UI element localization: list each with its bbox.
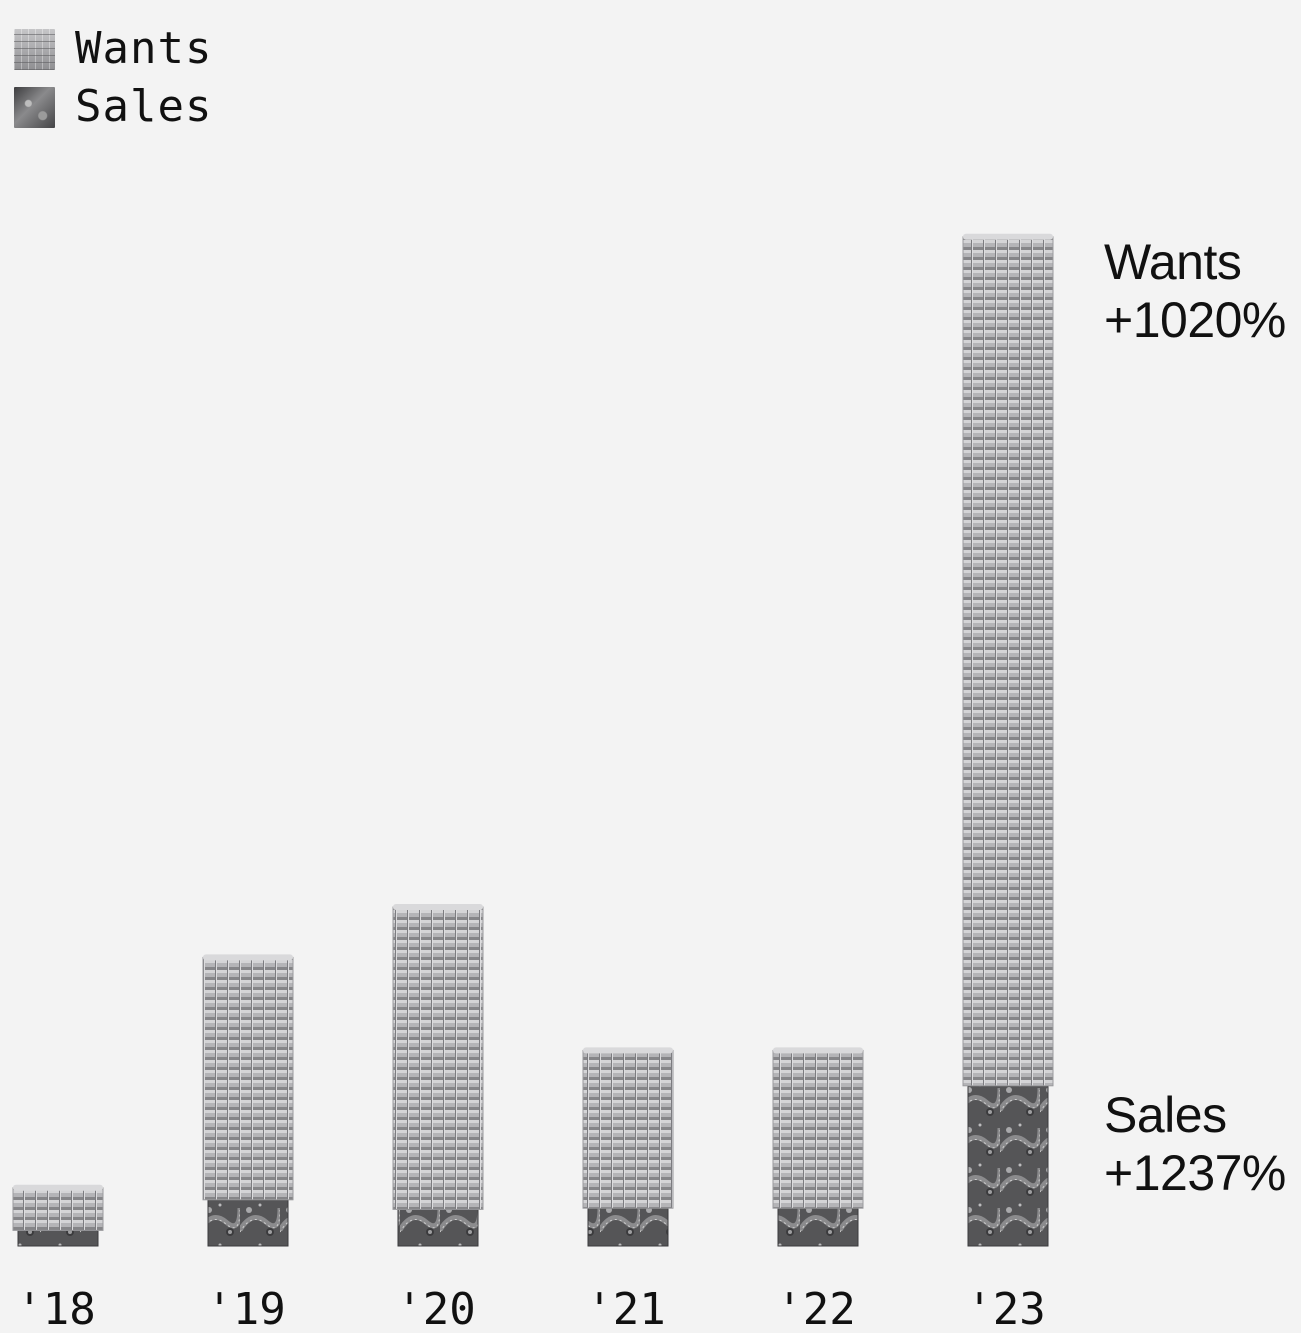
x-tick-label: '22 [776,1284,855,1333]
bar-group-4 [772,1047,864,1247]
bar-sales [778,1208,858,1246]
bar-wants-cap [773,1047,863,1054]
bar-group-0 [12,1184,104,1247]
x-tick-label: '20 [396,1284,475,1333]
bar-wants [203,957,293,1200]
wants-annotation-label: Wants [1104,234,1242,290]
bar-wants-cap [13,1184,103,1191]
bar-sales [588,1208,668,1246]
bar-wants-cap [393,904,483,910]
wants-swatch [14,28,55,70]
bar-wants [963,236,1053,1086]
wants-annotation-value: +1020% [1104,292,1286,348]
bar-group-3 [582,1047,674,1247]
x-tick-label: '18 [16,1284,95,1333]
wants-growth-annotation: Wants +1020% [1104,233,1286,349]
legend-label-wants: Wants [75,23,213,74]
x-tick-label: '23 [966,1284,1045,1333]
x-tick-label: '21 [586,1284,665,1333]
bar-wants [393,907,483,1210]
bar-wants [13,1187,103,1231]
bar-group-2 [392,904,484,1247]
legend-item-wants: Wants [14,20,212,78]
bar-wants-cap [963,233,1053,240]
sales-annotation-label: Sales [1104,1087,1227,1143]
bar-wants-cap [583,1047,673,1054]
bar-group-1 [202,954,294,1247]
bar-wants [583,1050,673,1209]
sales-swatch [14,86,55,128]
bar-wants-cap [203,954,293,961]
bars-layer [12,233,1054,1247]
x-axis-ticks: '18 '19 '20 '21 '22 '23 [16,1284,1045,1333]
sales-growth-annotation: Sales +1237% [1104,1086,1286,1202]
legend-item-sales: Sales [14,78,212,136]
bar-group-5 [962,233,1054,1247]
bar-sales [18,1230,98,1246]
bar-sales [398,1209,478,1246]
legend-label-sales: Sales [75,81,213,132]
x-tick-label: '19 [206,1284,285,1333]
bar-wants [773,1050,863,1209]
sales-annotation-value: +1237% [1104,1145,1286,1201]
bar-sales [208,1199,288,1246]
bar-sales [968,1085,1048,1246]
legend: Wants Sales [14,20,212,136]
